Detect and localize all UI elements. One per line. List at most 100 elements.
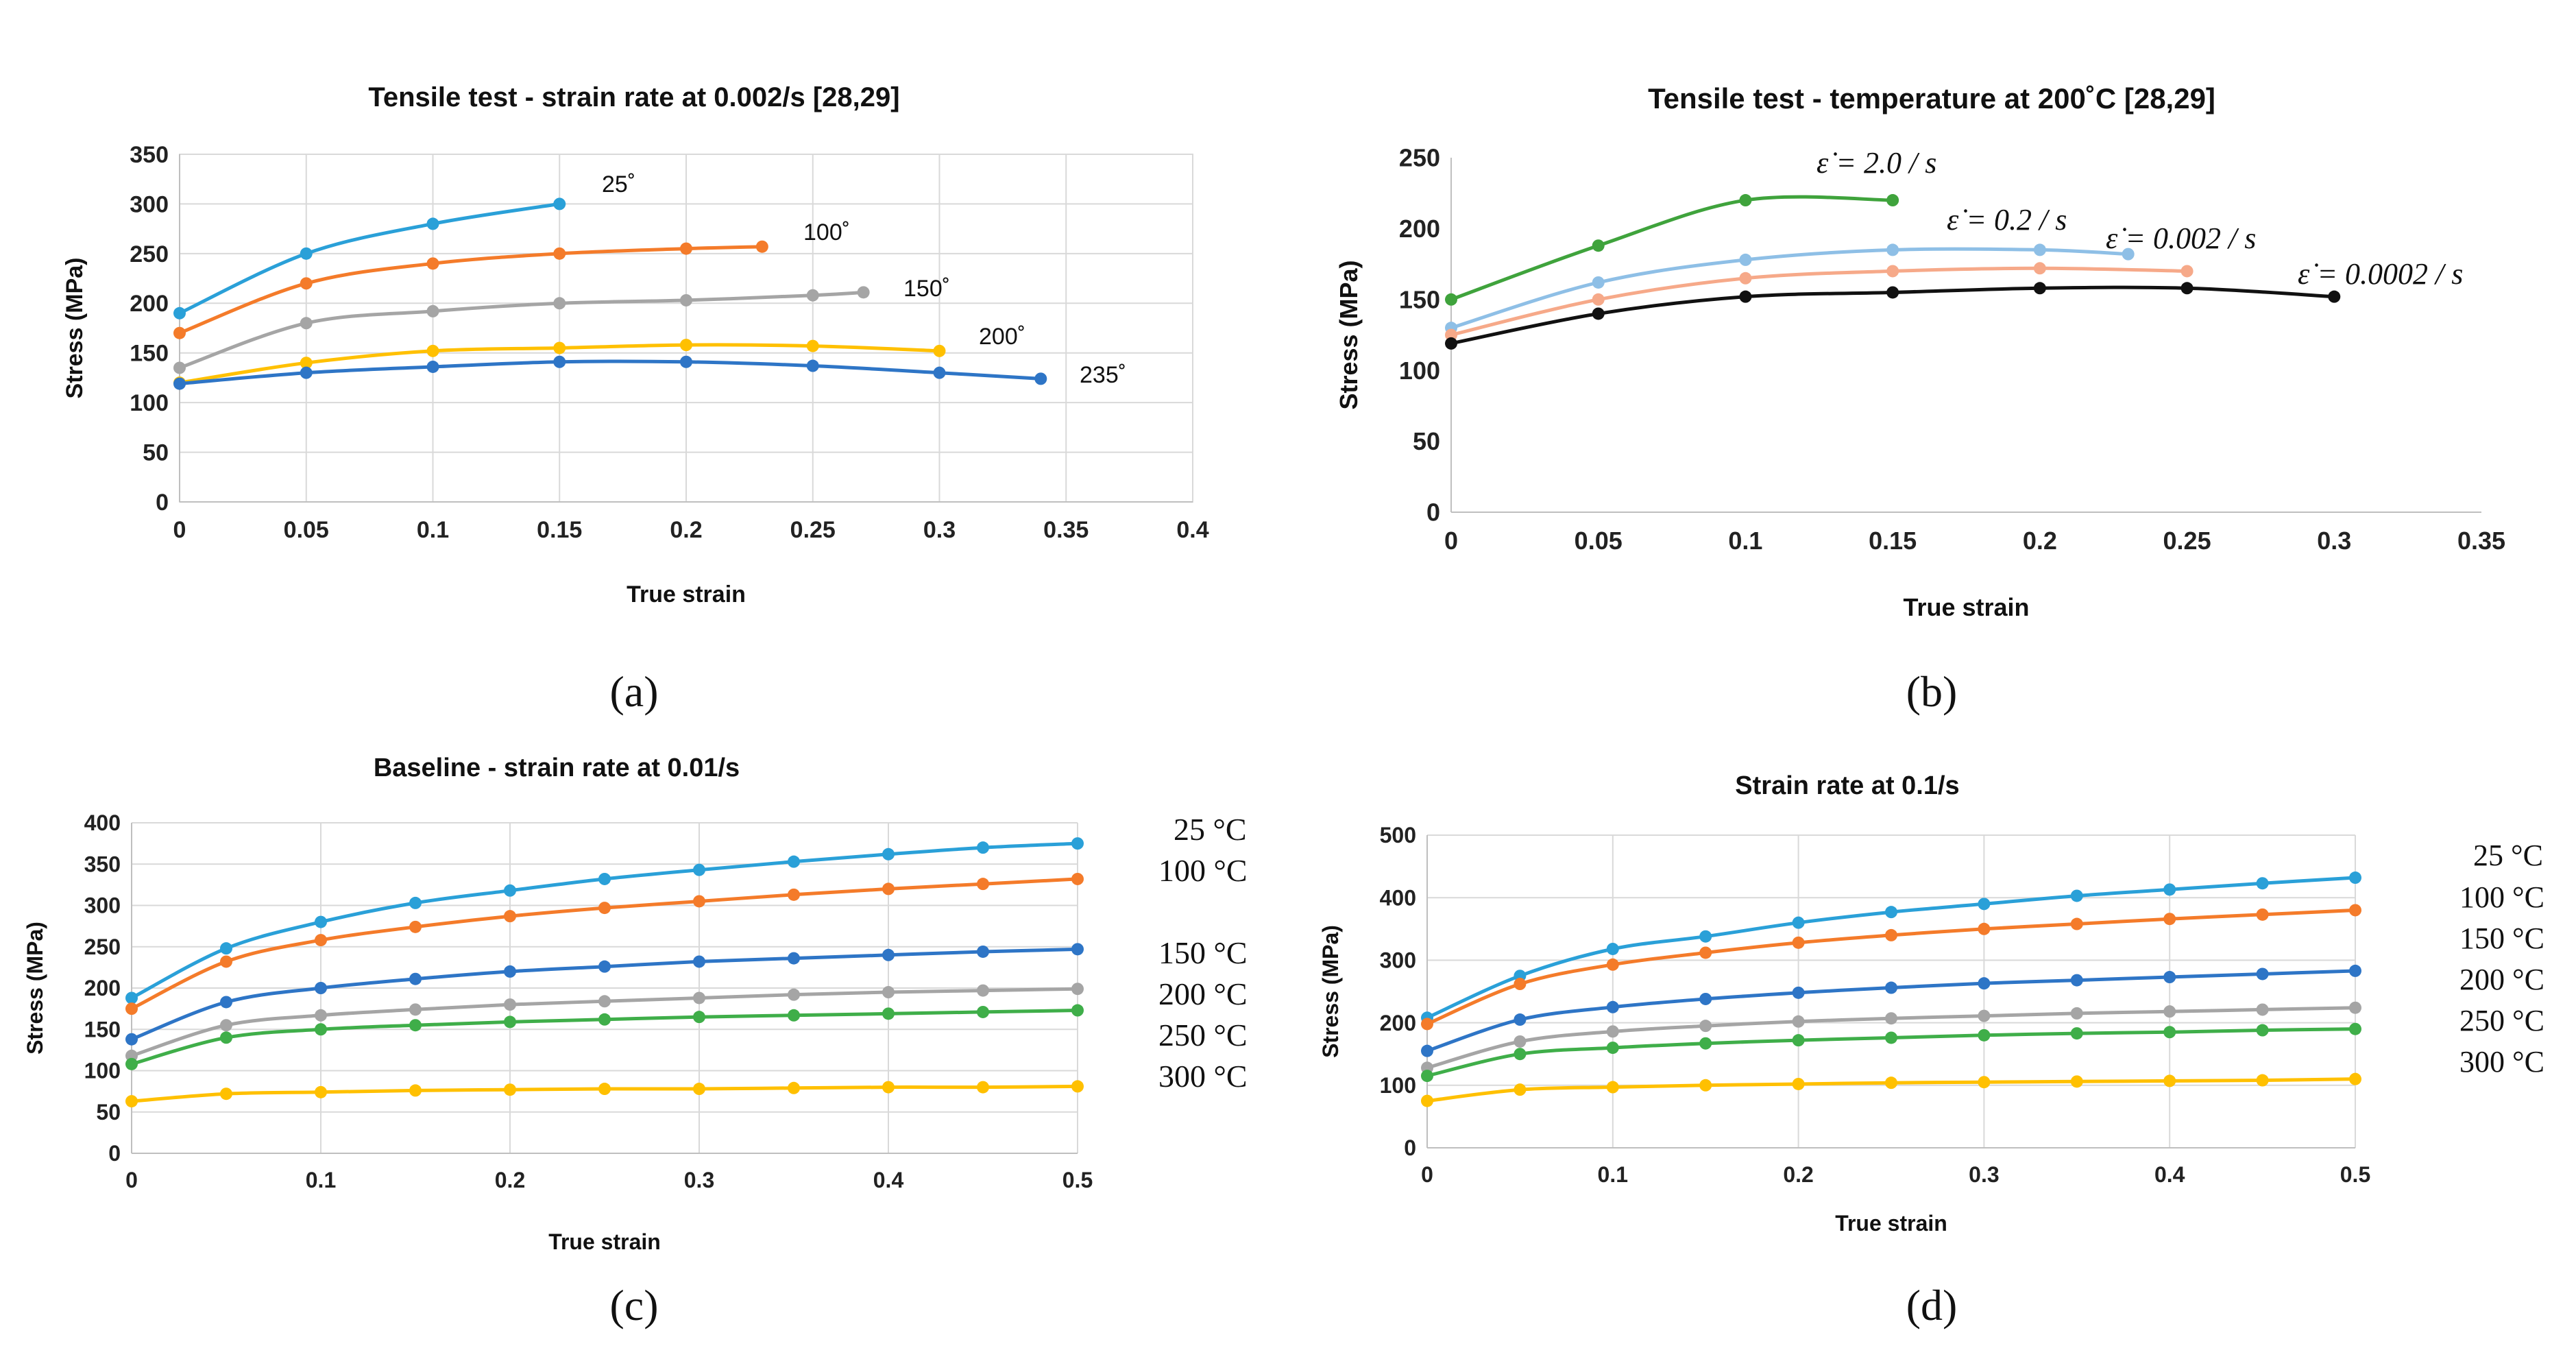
chart-d-data-point (2349, 871, 2361, 885)
chart-c-data-point (788, 855, 800, 868)
chart-b-data-point (1739, 290, 1752, 303)
chart-c-data-point (220, 996, 232, 1009)
chart-c-data-point (693, 955, 705, 968)
chart-d-data-point (1606, 1000, 1619, 1013)
chart-d-data-point (1606, 942, 1619, 955)
chart-a-data-point (553, 197, 566, 211)
chart-a-series-label: 150˚ (903, 276, 950, 302)
chart-d-data-point (1978, 977, 1991, 990)
chart-a-data-point (553, 355, 566, 368)
chart-c-data-point (504, 1083, 516, 1096)
chart-b-ylabel: Stress (MPa) (1335, 260, 1363, 409)
chart-a-data-point (806, 339, 819, 352)
chart-a-series-line (178, 202, 561, 315)
chart-d-data-point (2163, 971, 2176, 984)
chart-a-data-point (300, 357, 313, 370)
chart-d-xtick-label: 0.1 (1598, 1162, 1628, 1187)
chart-b-series-0 (1445, 194, 1899, 306)
chart-a-ytick-label: 0 (156, 490, 169, 516)
chart-d-data-point (1421, 1018, 1433, 1031)
chart-b: 0 50 100 150 200 250 0 0.05 0.1 0.15 0.2 0.25 0.3 0.3… (1335, 82, 2505, 621)
chart-d-data-point (2349, 1001, 2361, 1014)
chart-d-xtick-label: 0.3 (1969, 1162, 1999, 1187)
chart-c-title: Baseline - strain rate at 0.01/s (374, 754, 740, 782)
chart-c-data-point (788, 1009, 800, 1022)
chart-c-data-point (598, 995, 611, 1008)
chart-c-data-point (220, 942, 232, 955)
chart-c-data-point (693, 895, 705, 908)
chart-c-data-point (1071, 983, 1084, 996)
chart-d-series-4 (1421, 1022, 2361, 1083)
chart-b-data-point (1445, 337, 1457, 350)
chart-b-data-point (1592, 293, 1605, 306)
chart-d-data-point (1792, 1077, 1805, 1090)
chart-c-series-1 (125, 872, 1084, 1015)
chart-a-xtick-label: 0.2 (670, 517, 702, 543)
chart-a-xtick-label: 0.15 (537, 517, 582, 543)
chart-b-data-point (1445, 293, 1457, 306)
chart-c-data-point (882, 1081, 895, 1094)
chart-a-series-label: 100˚ (803, 219, 850, 245)
chart-b-series-1 (1445, 243, 2135, 335)
chart-b-data-point (1739, 272, 1752, 285)
chart-a-series-line (178, 359, 1043, 386)
chart-d-data-point (1606, 1025, 1619, 1038)
chart-c-data-point (409, 1019, 422, 1032)
chart-d-data-point (1978, 1009, 1991, 1022)
chart-b-ytick-label: 100 (1399, 357, 1440, 385)
chart-b-data-point (1739, 253, 1752, 266)
chart-d-data-point (2070, 1007, 2083, 1020)
chart-d-data-point (2349, 964, 2361, 977)
chart-b-series-2 (1445, 262, 2194, 341)
chart-b-ytick-label: 150 (1399, 285, 1440, 313)
chart-c-data-point (693, 863, 705, 876)
chart-c-data-point (1071, 872, 1084, 885)
chart-c-xtick-label: 0 (125, 1168, 138, 1192)
chart-a-data-point (426, 344, 439, 357)
chart-c-data-point (125, 1057, 138, 1070)
chart-a-data-point (300, 247, 313, 260)
chart-c-data-point (882, 882, 895, 895)
chart-b-data-point (2328, 290, 2341, 303)
chart-d-data-point (2163, 1005, 2176, 1018)
chart-c-ytick-label: 400 (84, 810, 121, 835)
chart-d-data-point (2349, 1072, 2361, 1085)
chart-d-data-point (1792, 1015, 1805, 1028)
chart-d-data-point (2256, 1024, 2269, 1037)
chart-a-data-point (933, 366, 946, 379)
chart-b-series-line (1449, 195, 1895, 302)
chart-a-xtick-label: 0.1 (417, 517, 449, 543)
chart-c-data-point (882, 986, 895, 999)
chart-a-xtick-label: 0.4 (1176, 517, 1208, 543)
chart-d-data-point (1606, 1081, 1619, 1094)
chart-a-data-point (426, 360, 439, 373)
chart-c-data-point (315, 1009, 327, 1022)
chart-a-ytick-label: 250 (130, 241, 169, 267)
chart-c-series-3 (125, 983, 1084, 1062)
chart-b-data-point (1739, 194, 1752, 207)
chart-c-data-point (315, 982, 327, 994)
chart-b-data-point (2122, 248, 2135, 261)
chart-c-ytick-label: 300 (84, 893, 121, 918)
chart-b-title: Tensile test - temperature at 200˚C [28,… (1648, 82, 2215, 115)
chart-d-data-point (1606, 958, 1619, 971)
chart-c-data-point (1071, 1080, 1084, 1093)
chart-a-xtick-label: 0.05 (284, 517, 329, 543)
chart-a-data-point (173, 361, 186, 374)
chart-c-data-point (1071, 837, 1084, 850)
chart-d-data-point (2163, 1026, 2176, 1039)
chart-d-data-point (1699, 992, 1712, 1005)
chart-c-data-point (220, 1019, 232, 1032)
chart-a-data-point (553, 297, 566, 310)
chart-c-ytick-label: 50 (96, 1100, 121, 1125)
chart-a-ytick-label: 150 (130, 341, 169, 367)
chart-c-data-point (693, 991, 705, 1005)
chart-d-series-line (1425, 908, 2357, 1026)
chart-c-ytick-label: 250 (84, 935, 121, 959)
chart-c-data-point (315, 1085, 327, 1098)
chart-b-series-3 (1445, 282, 2341, 350)
chart-c-data-point (598, 1083, 611, 1096)
chart-a-ytick-label: 300 (130, 191, 169, 217)
chart-d-series-label: 200 °C (2459, 963, 2544, 996)
chart-c-data-point (409, 972, 422, 985)
